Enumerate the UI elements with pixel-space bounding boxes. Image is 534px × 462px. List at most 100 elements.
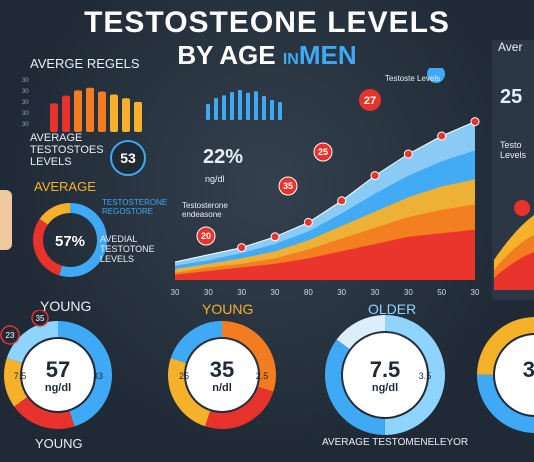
donut-unit: ng/dl [372, 382, 398, 394]
average-label: AVERAGE [34, 179, 96, 194]
area-point [403, 149, 413, 159]
area-series [175, 229, 475, 280]
donut-caption: AVEDIAL TESTOTONE LEVELS [100, 234, 155, 264]
avg-levels-label: AVERAGE TESTOSTOES LEVELS [30, 132, 104, 168]
mini-bar [230, 92, 234, 120]
donut-side-left: 25 [179, 371, 189, 381]
svg-text:27: 27 [364, 95, 376, 107]
x-tick-label: 30 [337, 288, 346, 297]
young-bottom-label: YOUNG [35, 436, 83, 451]
donut-side-label: TESTOSTERONE REGOSTORE [102, 198, 168, 216]
area-point [303, 217, 313, 227]
mini-bar [270, 100, 274, 120]
donut-side-right: 33 [93, 371, 103, 381]
left-edge-decor [0, 190, 12, 250]
donut-side-left: 7.5 [14, 371, 27, 381]
svg-text:57%: 57% [55, 233, 85, 250]
x-tick-label: 30 [171, 288, 180, 297]
svg-text:53: 53 [120, 150, 136, 166]
x-tick-label: 30 [471, 288, 480, 297]
left-bar-chart: 30 30 30 30 30 [22, 78, 142, 132]
donut-side-right: 2.5 [256, 371, 269, 381]
older-label: OLDER [368, 301, 417, 317]
svg-text:35: 35 [283, 181, 293, 191]
left-bar-tick: 30 [22, 89, 29, 95]
area-point [237, 243, 247, 253]
left-bar [110, 94, 118, 132]
area-chart: 30 30 30 30 80 30 30 30 50 30 27 25 35 20 [171, 68, 480, 297]
donut-side-right: 3.5 [419, 371, 432, 381]
right-area [494, 215, 534, 290]
area-point [370, 171, 380, 181]
donut-value: 37 [523, 357, 534, 382]
donut-unit: ng/dl [45, 382, 71, 394]
svg-text:23: 23 [6, 331, 15, 340]
young-label: YOUNG [40, 298, 92, 314]
x-tick-label: 30 [237, 288, 246, 297]
bottom-donut: 35n/dl 25 2.5 [168, 321, 276, 429]
right-sub: Testo Levels [500, 140, 527, 160]
left-bar-tick: 30 [22, 111, 29, 117]
footer-label: AVERAGE TESTOMENELEYOR [322, 437, 469, 448]
x-tick-label: 30 [371, 288, 380, 297]
right-header: Aver [498, 40, 523, 54]
mini-bar [246, 92, 250, 120]
area-top-line [174, 121, 476, 263]
left-bar-tick: 30 [22, 122, 29, 128]
x-tick-label: 30 [271, 288, 280, 297]
area-point [337, 196, 347, 206]
mini-bar [262, 96, 266, 120]
mini-bar [214, 98, 218, 120]
svg-text:25: 25 [318, 147, 328, 157]
area-marker: 20 [196, 226, 216, 246]
left-bar [62, 95, 70, 132]
mini-bar [278, 102, 282, 120]
young-label-2: YOUNG [202, 301, 254, 317]
donut-value: 35 [210, 357, 234, 382]
donut-left-bubble: 23 [0, 325, 20, 345]
bottom-donut: 37 [477, 317, 534, 433]
area-point [270, 232, 280, 242]
donut-unit: n/dl [212, 382, 232, 394]
svg-text:20: 20 [201, 231, 211, 241]
bottom-donut: 7.5ng/dl 3.5 [325, 315, 445, 435]
x-tick-label: 50 [437, 288, 446, 297]
mini-bar [206, 104, 210, 120]
area-point [470, 117, 480, 127]
mini-bar [238, 90, 242, 120]
area-marker: 25 [313, 142, 333, 162]
donut-top-bubble: 35 [31, 310, 49, 327]
mini-bar [254, 91, 258, 120]
center-mid-label: Testosterone endeasone [182, 201, 228, 219]
peak-marker: 27 [359, 89, 381, 111]
x-tick-label: 30 [404, 288, 413, 297]
left-bar [134, 101, 142, 132]
page-subtitle: BY AGE INMEN [177, 40, 357, 70]
left-bar [74, 90, 82, 132]
left-bar-tick: 30 [22, 100, 29, 106]
donut-value: 57 [46, 357, 70, 382]
center-big-unit: ng/dl [205, 174, 225, 184]
center-header: Testoste Levels [385, 74, 441, 83]
x-tick-label: 80 [304, 288, 313, 297]
left-bar-tick: 30 [22, 78, 29, 84]
area-point [437, 131, 447, 141]
mini-bar [222, 95, 226, 120]
left-bubble: 53 [110, 140, 146, 176]
page-title: TESTOSTEONE LEVELS [84, 6, 450, 39]
left-bar [122, 98, 130, 132]
x-tick-label: 30 [204, 288, 213, 297]
right-value: 25 [500, 86, 523, 108]
left-bar [86, 87, 94, 132]
donut-value: 7.5 [370, 357, 401, 382]
svg-text:35: 35 [36, 314, 45, 323]
left-bar [98, 91, 106, 132]
avg-header: AVERGE REGELS [30, 56, 140, 71]
right-marker [514, 200, 530, 216]
chart-icon [427, 68, 445, 83]
left-bar [50, 103, 58, 132]
area-marker: 35 [278, 176, 298, 196]
center-big-value: 22% [203, 146, 244, 168]
